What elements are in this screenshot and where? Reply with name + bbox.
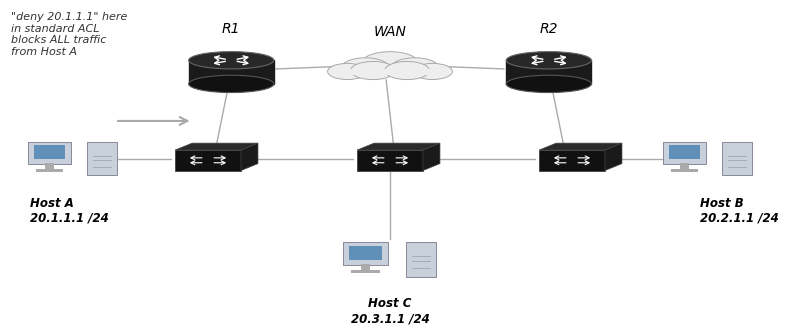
Circle shape [342,58,389,77]
Circle shape [328,63,367,80]
FancyBboxPatch shape [33,145,65,159]
Text: Host C
20.3.1.1 /24: Host C 20.3.1.1 /24 [351,297,430,325]
FancyBboxPatch shape [669,145,700,159]
FancyBboxPatch shape [344,69,437,75]
Polygon shape [357,143,440,150]
Polygon shape [357,150,423,171]
FancyBboxPatch shape [406,242,436,277]
Circle shape [351,61,395,80]
FancyBboxPatch shape [36,169,63,172]
FancyBboxPatch shape [351,270,380,273]
Circle shape [413,63,453,80]
FancyBboxPatch shape [671,169,698,172]
Ellipse shape [189,51,274,69]
Text: R2: R2 [540,22,558,36]
Text: Host A
20.1.1.1 /24: Host A 20.1.1.1 /24 [29,197,108,224]
Polygon shape [175,143,258,150]
Circle shape [385,61,430,80]
FancyBboxPatch shape [680,163,689,169]
Text: Host B
20.2.1.1 /24: Host B 20.2.1.1 /24 [700,197,779,224]
Polygon shape [241,143,258,171]
Polygon shape [175,150,241,171]
FancyBboxPatch shape [662,142,706,164]
Polygon shape [506,60,591,84]
FancyBboxPatch shape [87,142,116,175]
Polygon shape [189,60,274,84]
Ellipse shape [506,75,591,93]
Ellipse shape [506,51,591,69]
FancyBboxPatch shape [361,264,371,270]
Polygon shape [423,143,440,171]
Text: WAN: WAN [374,25,406,39]
Polygon shape [605,143,622,171]
Polygon shape [539,143,622,150]
Circle shape [391,58,438,77]
FancyBboxPatch shape [28,142,71,164]
Polygon shape [539,150,605,171]
FancyBboxPatch shape [349,245,382,260]
FancyBboxPatch shape [722,142,752,175]
Circle shape [362,52,418,75]
Text: R1: R1 [222,22,241,36]
Text: "deny 20.1.1.1" here
in standard ACL
blocks ALL traffic
from Host A: "deny 20.1.1.1" here in standard ACL blo… [10,12,127,57]
Ellipse shape [189,75,274,93]
FancyBboxPatch shape [343,242,388,265]
FancyBboxPatch shape [45,163,54,169]
